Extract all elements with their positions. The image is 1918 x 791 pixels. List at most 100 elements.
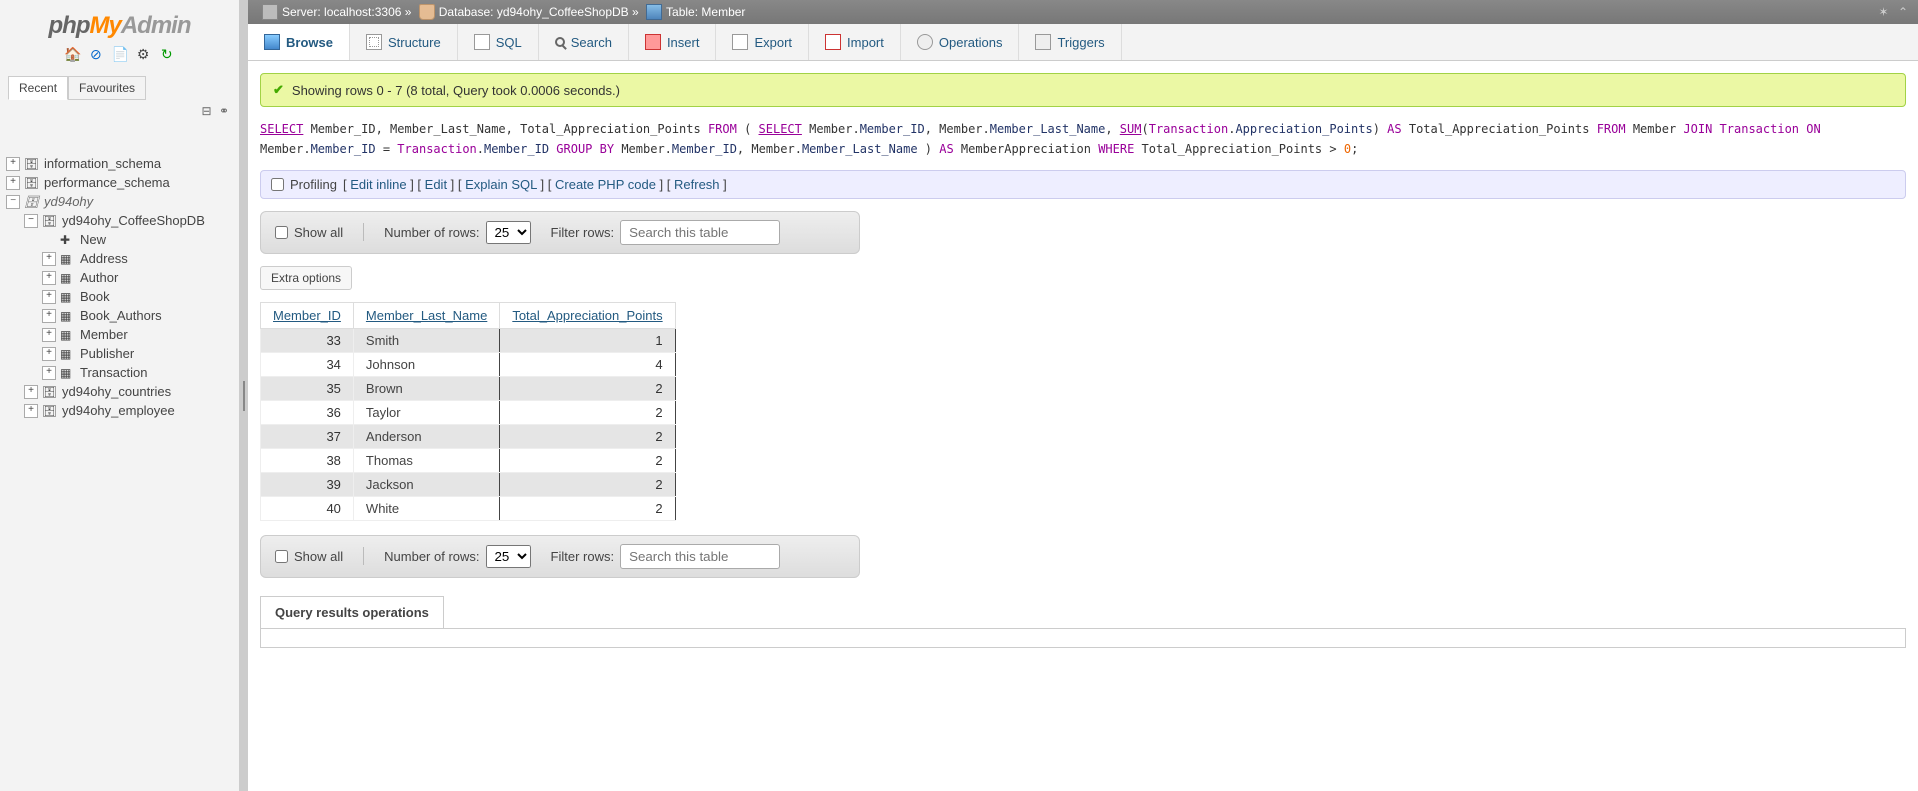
show-all-checkbox[interactable] (275, 226, 288, 239)
tree-node[interactable]: +▦Book_Authors (6, 306, 233, 325)
topmenu: Browse Structure SQLSearchInsert Export Impo… (248, 24, 1918, 61)
expand-icon[interactable]: + (42, 347, 56, 361)
tab-label: Structure (388, 35, 441, 50)
table-row[interactable]: 39Jackson2 (261, 472, 676, 496)
expand-icon[interactable]: + (42, 328, 56, 342)
tree-node[interactable]: +▦Author (6, 268, 233, 287)
cell: 36 (261, 400, 354, 424)
sidebar-tab-recent[interactable]: Recent (8, 76, 68, 100)
nav-tree: +🗄information_schema+🗄performance_schema… (0, 150, 239, 424)
filter-input[interactable] (620, 220, 780, 245)
tree-label: Address (80, 251, 128, 266)
tree-label: Publisher (80, 346, 134, 361)
link-icon[interactable]: ⚭ (219, 104, 229, 118)
table-row[interactable]: 38Thomas2 (261, 448, 676, 472)
tree-label: Transaction (80, 365, 147, 380)
action-link[interactable]: Explain SQL (465, 177, 537, 192)
col-header[interactable]: Total_Appreciation_Points (500, 302, 675, 328)
home-icon[interactable]: 🏠 (64, 46, 80, 62)
bc-server-label: Server: (282, 5, 321, 19)
expand-icon[interactable]: + (42, 252, 56, 266)
expand-icon[interactable]: + (42, 366, 56, 380)
tab-structure[interactable]: Structure (350, 24, 458, 60)
numrows-label: Number of rows: (384, 549, 479, 564)
tab-browse[interactable]: Browse (248, 24, 350, 60)
expand-icon[interactable]: + (6, 176, 20, 190)
sidebar: phpMyAdmin 🏠 ⊘ 📄 ⚙ ↻ Recent Favourites ⊟… (0, 0, 240, 791)
action-link[interactable]: Edit inline (350, 177, 406, 192)
tree-label: yd94ohy_employee (62, 403, 175, 418)
cell: 40 (261, 496, 354, 520)
tree-node[interactable]: −🗄yd94ohy (6, 192, 233, 211)
tab-label: Browse (286, 35, 333, 50)
tree-node[interactable]: +🗄yd94ohy_countries (6, 382, 233, 401)
filter-input-bottom[interactable] (620, 544, 780, 569)
numrows-select[interactable]: 25 (486, 221, 531, 244)
bc-server-link[interactable]: localhost:3306 (324, 5, 401, 19)
logo-part: Admin (121, 12, 191, 39)
tree-label: yd94ohy_CoffeeShopDB (62, 213, 205, 228)
profiling-checkbox[interactable] (271, 178, 284, 191)
results-table: Member_IDMember_Last_NameTotal_Appreciat… (260, 302, 676, 521)
tree-node[interactable]: ✚New (6, 230, 233, 249)
tree-node[interactable]: +▦Member (6, 325, 233, 344)
tree-node[interactable]: +▦Publisher (6, 344, 233, 363)
expand-icon[interactable]: + (24, 385, 38, 399)
expand-icon[interactable]: − (6, 195, 20, 209)
profiling-label: Profiling (290, 177, 337, 192)
expand-icon[interactable]: + (42, 271, 56, 285)
col-header[interactable]: Member_ID (261, 302, 354, 328)
tree-label: Book (80, 289, 110, 304)
table-row[interactable]: 36Taylor2 (261, 400, 676, 424)
table-row[interactable]: 37Anderson2 (261, 424, 676, 448)
tree-node[interactable]: +🗄information_schema (6, 154, 233, 173)
tab-operations[interactable]: Operations (901, 24, 1020, 60)
tab-search[interactable]: Search (539, 24, 629, 60)
expand-icon[interactable]: + (6, 157, 20, 171)
expand-icon[interactable]: − (24, 214, 38, 228)
sidebar-tab-favourites[interactable]: Favourites (68, 76, 146, 100)
expand-icon[interactable]: + (24, 404, 38, 418)
logout-icon[interactable]: ⊘ (88, 46, 104, 62)
tree-label: performance_schema (44, 175, 170, 190)
cell: 2 (500, 376, 675, 400)
bc-table-link[interactable]: Member (701, 5, 745, 19)
action-link[interactable]: Create PHP code (555, 177, 656, 192)
tree-node[interactable]: +🗄performance_schema (6, 173, 233, 192)
tree-node[interactable]: +▦Book (6, 287, 233, 306)
reload-icon[interactable]: ↻ (159, 46, 175, 62)
docs-icon[interactable]: 📄 (112, 46, 128, 62)
collapse-all-icon[interactable]: ⊟ (202, 104, 212, 118)
tree-node[interactable]: −🗄yd94ohy_CoffeeShopDB (6, 211, 233, 230)
numrows-select-bottom[interactable]: 25 (486, 545, 531, 568)
tree-node[interactable]: +▦Transaction (6, 363, 233, 382)
export-icon (732, 34, 748, 50)
gear-icon[interactable]: ✶ (1879, 5, 1889, 19)
table-row[interactable]: 35Brown2 (261, 376, 676, 400)
collapse-top-icon[interactable]: ⌃ (1898, 5, 1908, 19)
action-link[interactable]: Edit (425, 177, 447, 192)
tab-import[interactable]: Import (809, 24, 901, 60)
tab-triggers[interactable]: Triggers (1019, 24, 1121, 60)
bc-db-link[interactable]: yd94ohy_CoffeeShopDB (497, 5, 629, 19)
table-row[interactable]: 34Johnson4 (261, 352, 676, 376)
tab-export[interactable]: Export (716, 24, 809, 60)
expand-icon[interactable]: + (42, 309, 56, 323)
extra-options-button[interactable]: Extra options (260, 266, 352, 290)
col-header[interactable]: Member_Last_Name (353, 302, 499, 328)
action-link[interactable]: Refresh (674, 177, 720, 192)
show-all-checkbox-bottom[interactable] (275, 550, 288, 563)
check-icon: ✔ (273, 82, 284, 98)
tree-node[interactable]: +🗄yd94ohy_employee (6, 401, 233, 420)
settings-icon[interactable]: ⚙ (135, 46, 151, 62)
tab-label: Export (754, 35, 792, 50)
logo[interactable]: phpMyAdmin (0, 12, 239, 40)
tree-node[interactable]: +▦Address (6, 249, 233, 268)
expand-icon[interactable]: + (42, 290, 56, 304)
table-row[interactable]: 40White2 (261, 496, 676, 520)
table-row[interactable]: 33Smith1 (261, 328, 676, 352)
tab-insert[interactable]: Insert (629, 24, 717, 60)
tab-sql[interactable]: SQL (458, 24, 539, 60)
panel-resize-handle[interactable] (240, 0, 248, 791)
bc-table-label: Table: (666, 5, 698, 19)
